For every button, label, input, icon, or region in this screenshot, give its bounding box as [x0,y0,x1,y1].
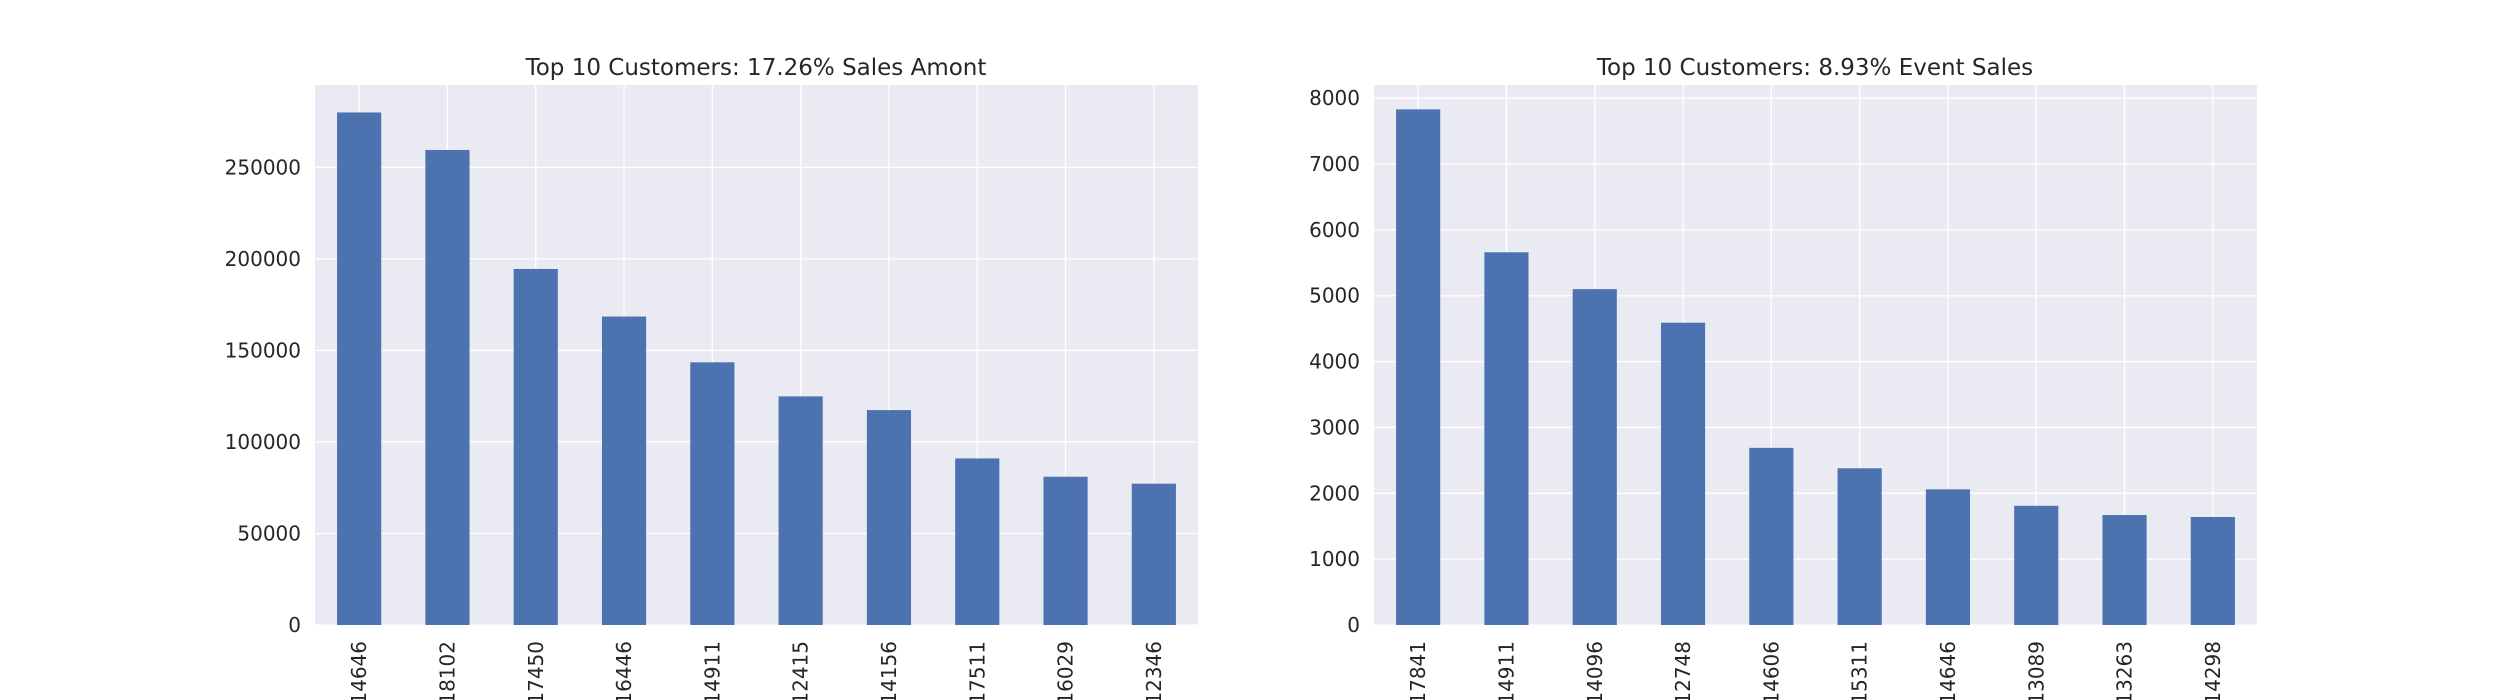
y-tick-label: 150000 [225,338,301,362]
chart-title: Top 10 Customers: 8.93% Event Sales [1596,55,2033,81]
bar [690,362,735,625]
bars [337,112,1176,626]
bar [2014,505,2059,625]
x-tick-label: 12415 [789,641,813,700]
y-tick-label: 50000 [237,521,301,545]
y-tick-labels: 0 50000 100000 150000 200000 250000 [225,155,301,637]
y-tick-label: 0 [288,613,301,637]
bars [1396,109,2235,626]
bar [1043,476,1088,625]
y-tick-labels: 0 1000 2000 3000 4000 5000 6000 7000 8000 [1309,86,1360,637]
x-tick-label: 12346 [1142,641,1166,700]
y-tick-label: 2000 [1309,481,1360,505]
y-tick-label: 100000 [225,430,301,454]
x-tick-labels: 17841 14911 14096 12748 14606 15311 14646 13089… [1406,641,2225,700]
bar [513,268,558,625]
y-tick-label: 1000 [1309,547,1360,571]
x-tick-label: 14096 [1583,641,1607,700]
bar [778,396,823,625]
x-tick-label: 14156 [877,641,901,700]
bar [1837,468,1882,625]
y-tick-label: 0 [1347,613,1360,637]
bar [1749,447,1794,625]
x-tick-label: 14646 [347,641,371,700]
x-tick-label: 15311 [1848,641,1872,700]
bar [337,112,382,625]
x-tick-label: 17841 [1406,641,1430,700]
x-tick-label: 14646 [1936,641,1960,700]
bar [2102,515,2147,625]
x-tick-label: 12748 [1671,641,1695,700]
y-tick-label: 5000 [1309,284,1360,308]
x-tick-label: 18102 [435,641,459,700]
y-tick-label: 6000 [1309,218,1360,242]
bar [1131,483,1176,625]
x-tick-labels: 14646 18102 17450 16446 14911 12415 14156 17511… [347,641,1166,700]
y-tick-label: 200000 [225,247,301,271]
x-tick-label: 14911 [1494,641,1518,700]
bar [955,458,1000,625]
x-tick-label: 14606 [1759,641,1783,700]
bar [1572,289,1617,625]
bar [1925,489,1971,625]
y-tick-label: 250000 [225,155,301,179]
bar [601,316,647,625]
y-tick-label: 8000 [1309,86,1360,110]
bar [425,149,470,626]
bar [1660,322,1706,625]
x-tick-label: 14911 [700,641,724,700]
x-tick-label: 17511 [965,641,989,700]
y-tick-label: 4000 [1309,350,1360,374]
subplot-sales-amount: 0 50000 100000 150000 200000 250000 14646 1810… [225,55,1198,700]
x-tick-label: 16446 [612,641,636,700]
y-tick-label: 7000 [1309,152,1360,176]
x-tick-label: 14298 [2201,641,2225,700]
bar [1484,252,1529,625]
y-tick-label: 3000 [1309,415,1360,439]
x-tick-label: 13089 [2024,641,2048,700]
x-tick-label: 17450 [524,641,548,700]
bar [1396,109,1441,626]
x-tick-label: 16029 [1054,641,1078,700]
x-tick-label: 13263 [2113,641,2137,700]
bar [2190,517,2235,625]
bar [866,410,912,625]
chart-title: Top 10 Customers: 17.26% Sales Amont [525,55,987,81]
